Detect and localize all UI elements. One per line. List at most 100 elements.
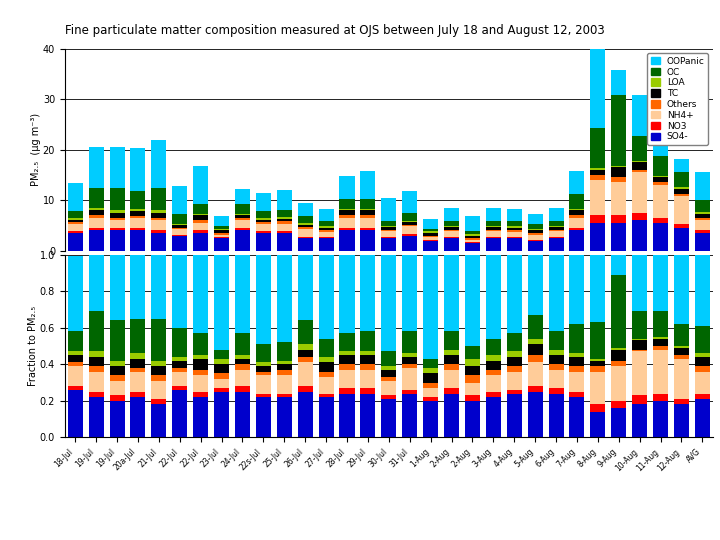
Bar	[276, 221, 292, 224]
Bar	[151, 404, 166, 437]
Bar	[444, 221, 459, 226]
Bar	[528, 392, 543, 437]
Bar	[528, 224, 543, 229]
Bar	[318, 228, 333, 231]
Bar	[402, 394, 417, 437]
Bar	[382, 230, 396, 232]
Bar	[590, 361, 606, 366]
Bar	[611, 254, 626, 275]
Bar	[549, 208, 564, 221]
Bar	[214, 254, 229, 349]
Bar	[235, 355, 250, 359]
Bar	[382, 377, 396, 381]
Bar	[486, 254, 501, 339]
Bar	[235, 220, 250, 228]
Bar	[172, 357, 187, 361]
Bar	[109, 218, 125, 220]
Bar	[611, 408, 626, 437]
Bar	[151, 233, 166, 251]
Bar	[486, 221, 501, 226]
Bar	[549, 238, 564, 251]
Bar	[632, 213, 647, 220]
Bar	[507, 231, 522, 232]
Bar	[151, 319, 166, 361]
Bar	[318, 226, 333, 228]
Bar	[297, 224, 312, 225]
Bar	[590, 170, 606, 175]
Bar	[570, 215, 585, 218]
Bar	[674, 346, 689, 348]
Bar	[109, 361, 125, 366]
Bar	[695, 218, 710, 220]
Bar	[68, 256, 83, 332]
Bar	[235, 218, 250, 220]
Bar	[339, 210, 354, 215]
Bar	[549, 364, 564, 370]
Bar	[130, 392, 145, 397]
Bar	[695, 254, 710, 326]
Bar	[297, 237, 312, 238]
Bar	[151, 231, 166, 233]
Bar	[256, 394, 271, 397]
Bar	[549, 355, 564, 364]
Bar	[528, 241, 543, 251]
Bar	[89, 210, 104, 215]
Bar	[695, 357, 710, 366]
Bar	[297, 349, 312, 357]
Bar	[382, 226, 396, 227]
Bar	[632, 95, 647, 136]
Bar	[214, 388, 229, 392]
Bar	[423, 373, 438, 382]
Bar	[382, 237, 396, 238]
Bar	[674, 196, 689, 224]
Bar	[235, 214, 250, 215]
Bar	[339, 352, 354, 355]
Bar	[570, 366, 585, 372]
Bar	[151, 366, 166, 375]
Bar	[193, 233, 208, 251]
Bar	[528, 240, 543, 241]
Bar	[339, 394, 354, 437]
Bar	[193, 220, 208, 223]
Bar	[361, 218, 375, 228]
Bar	[570, 231, 585, 251]
Bar	[214, 234, 229, 237]
Bar	[674, 194, 689, 196]
Bar	[486, 237, 501, 238]
Bar	[109, 254, 125, 320]
Bar	[297, 229, 312, 237]
Bar	[235, 333, 250, 355]
Bar	[214, 364, 229, 373]
Bar	[465, 243, 480, 251]
Bar	[109, 187, 125, 210]
Bar	[256, 344, 271, 362]
Bar	[528, 339, 543, 344]
Bar	[611, 215, 626, 223]
Bar	[339, 176, 354, 199]
Bar	[528, 386, 543, 391]
Bar	[172, 230, 187, 234]
Bar	[402, 235, 417, 251]
Bar	[653, 176, 668, 178]
Bar	[570, 218, 585, 228]
Bar	[151, 375, 166, 381]
Bar	[570, 209, 585, 210]
Bar	[465, 242, 480, 243]
Bar	[444, 332, 459, 349]
Bar	[89, 254, 104, 311]
Bar	[570, 357, 585, 366]
Bar	[570, 397, 585, 437]
Bar	[402, 364, 417, 368]
Bar	[276, 370, 292, 375]
Bar	[590, 366, 606, 372]
Bar	[486, 232, 501, 237]
Bar	[444, 394, 459, 437]
Bar	[193, 392, 208, 397]
Bar	[256, 224, 271, 232]
Bar	[695, 172, 710, 200]
Bar	[507, 226, 522, 228]
Bar	[130, 191, 145, 209]
Bar	[151, 139, 166, 187]
Bar	[276, 254, 292, 342]
Bar	[632, 341, 647, 349]
